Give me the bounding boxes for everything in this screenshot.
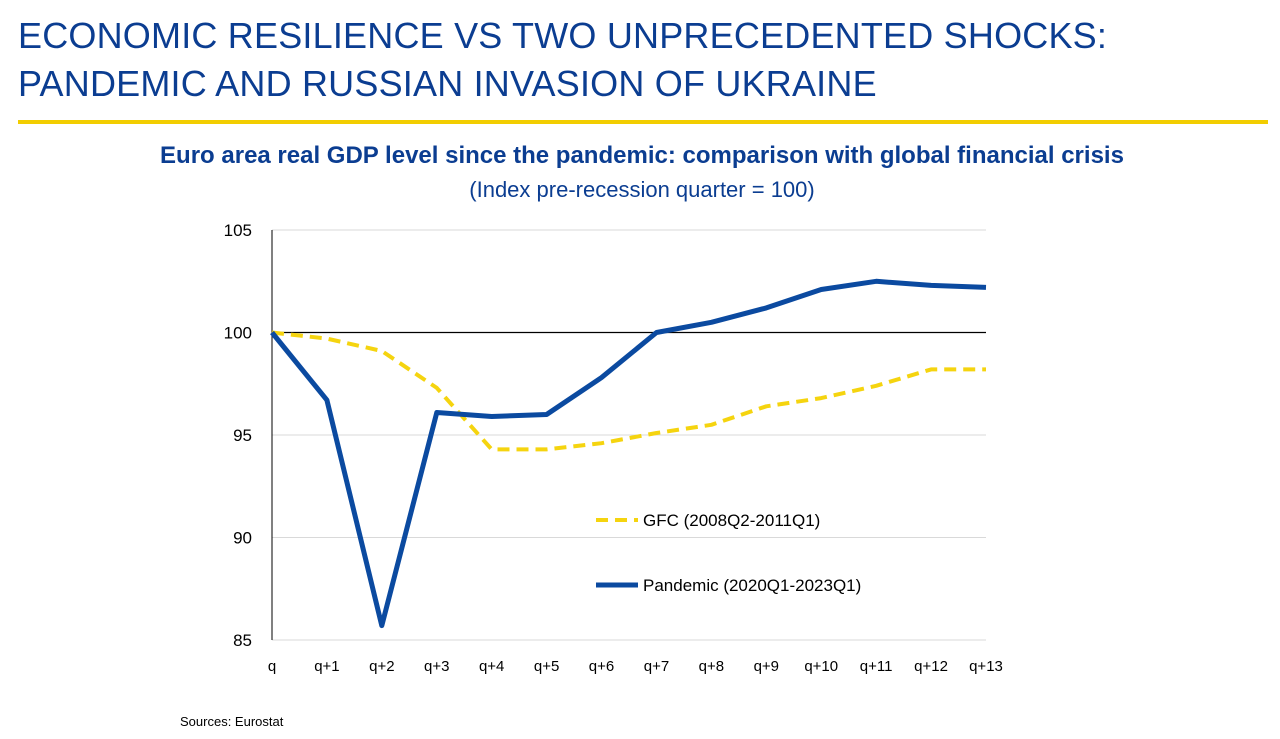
pandemic-series-line — [270, 278, 987, 629]
gfc-series-line — [271, 330, 986, 452]
y-tick-label: 95 — [233, 426, 252, 445]
x-tick-label: q+10 — [804, 658, 838, 675]
x-tick-label: q+8 — [699, 658, 724, 675]
x-tick-label: q+13 — [969, 658, 1003, 675]
x-tick-label: q+2 — [369, 658, 394, 675]
source-note: Sources: Eurostat — [180, 714, 284, 729]
x-tick-label: q — [268, 658, 276, 675]
y-tick-label: 100 — [224, 324, 252, 343]
legend-label-pandemic: Pandemic (2020Q1-2023Q1) — [643, 576, 861, 595]
x-tick-label: q+4 — [479, 658, 504, 675]
x-tick-label: q+6 — [589, 658, 614, 675]
slide-title-line-1: ECONOMIC RESILIENCE VS TWO UNPRECEDENTED… — [18, 15, 1108, 56]
legend-label-gfc: GFC (2008Q2-2011Q1) — [643, 511, 820, 530]
x-tick-label: q+9 — [754, 658, 779, 675]
chart-title: Euro area real GDP level since the pande… — [160, 142, 1124, 169]
y-tick-label: 105 — [224, 221, 252, 240]
x-tick-label: q+7 — [644, 658, 669, 675]
x-tick-label: q+5 — [534, 658, 559, 675]
slide-title-line-2: PANDEMIC AND RUSSIAN INVASION OF UKRAINE — [18, 63, 877, 104]
chart-subtitle: (Index pre-recession quarter = 100) — [469, 177, 815, 202]
slide-title: ECONOMIC RESILIENCE VS TWO UNPRECEDENTED… — [18, 12, 1107, 108]
x-tick-label: q+1 — [314, 658, 339, 675]
x-tick-label: q+3 — [424, 658, 449, 675]
x-tick-label: q+11 — [860, 658, 893, 675]
y-tick-label: 90 — [233, 529, 252, 548]
title-divider — [18, 120, 1268, 124]
x-tick-label: q+12 — [914, 658, 948, 675]
y-tick-label: 85 — [233, 631, 252, 650]
